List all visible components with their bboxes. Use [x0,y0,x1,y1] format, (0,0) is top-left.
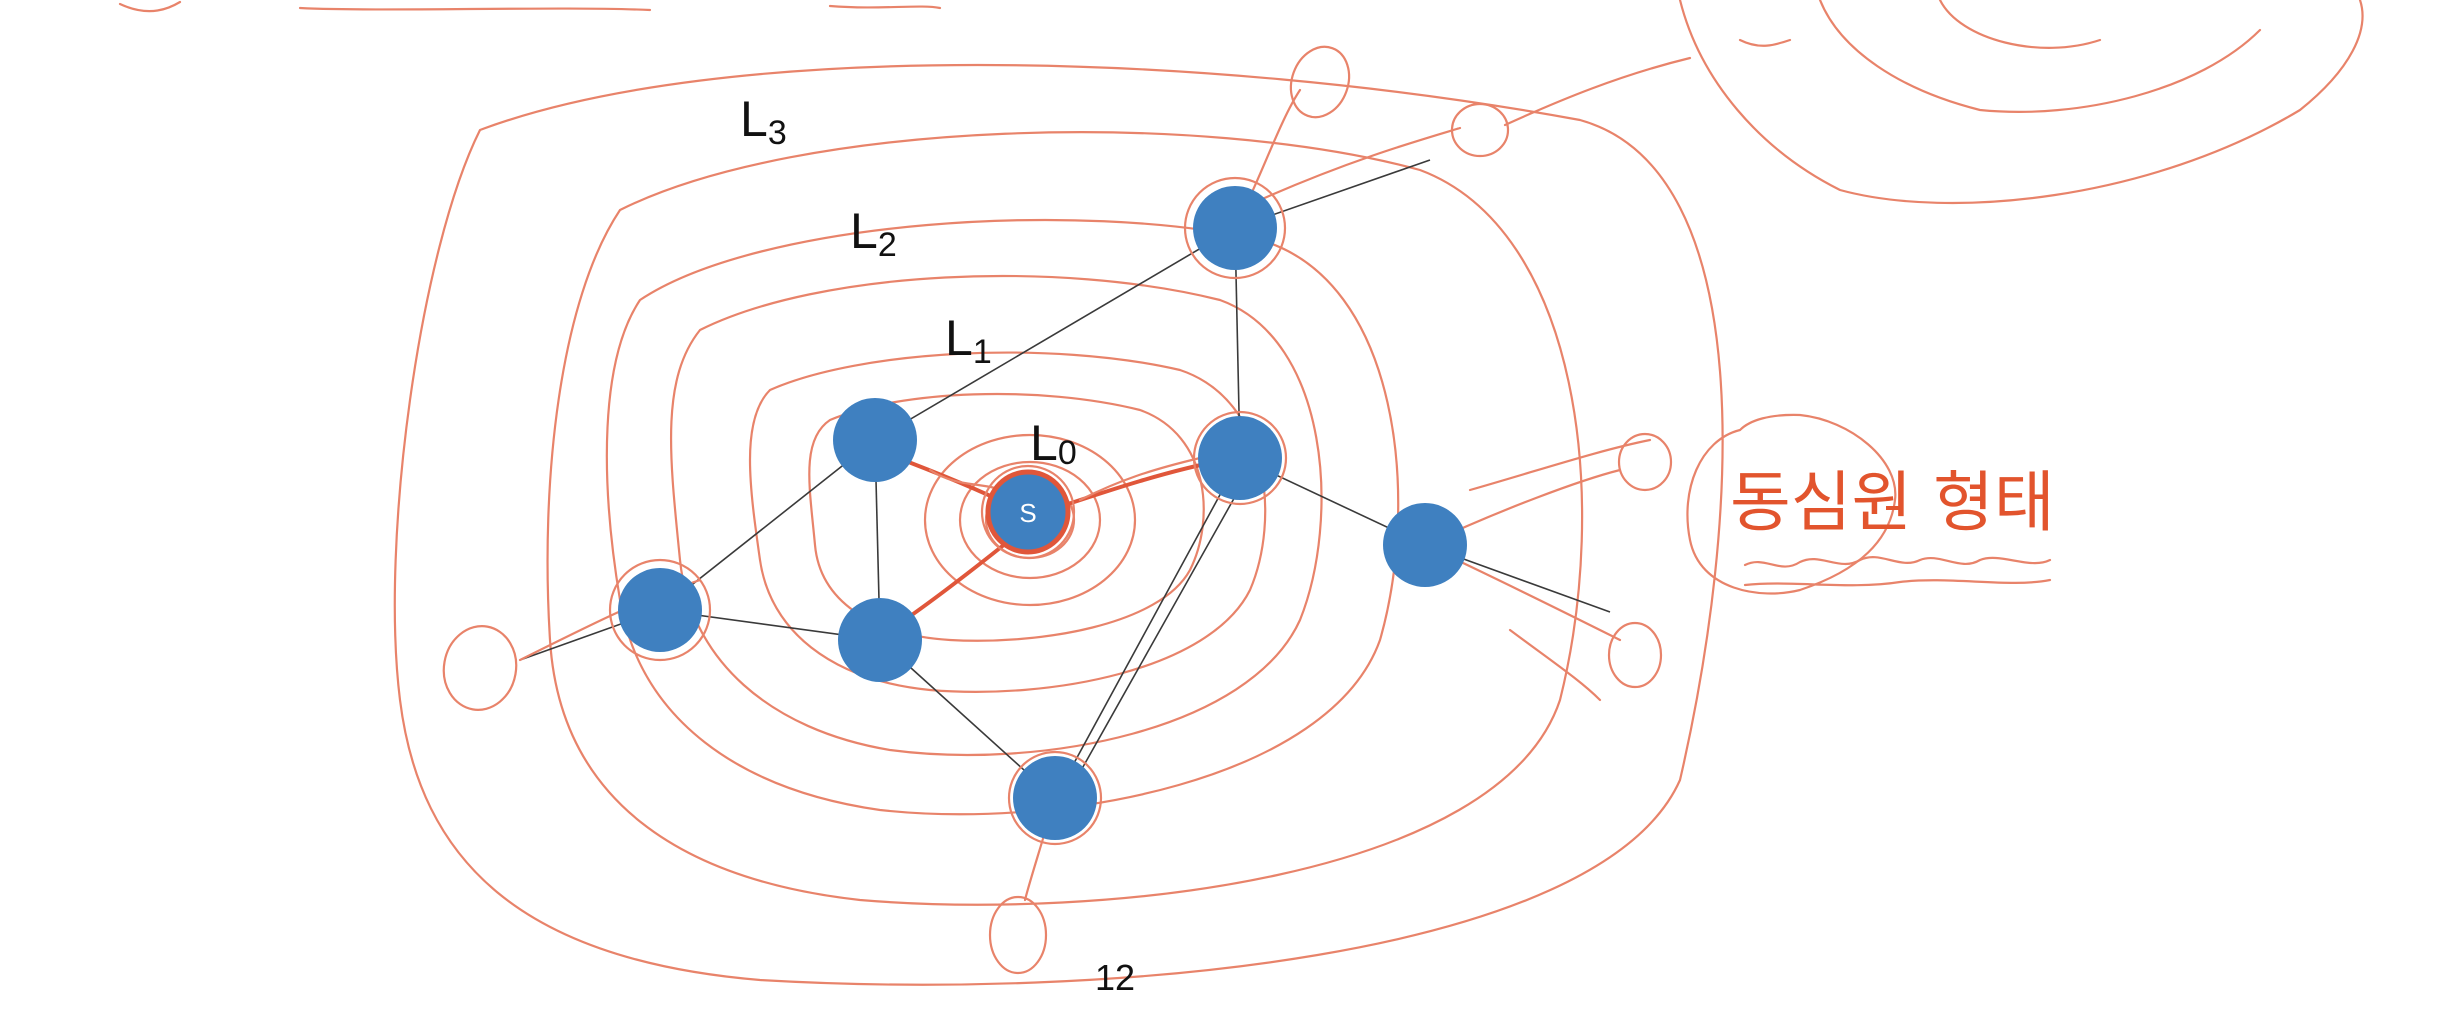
page-number: 12 [1095,957,1135,998]
source-node-label: S [1019,498,1036,528]
node-scribbles [608,176,1288,846]
graph-node-bottom [1013,756,1097,840]
graph-node-far-right [1383,503,1467,587]
contour-l3-inner [546,131,1584,906]
level-contours [393,63,1724,986]
level-label-1: L1 [945,310,992,371]
source-node [985,469,1071,555]
graph-nodes: S [618,186,1467,840]
level-labels: L3 L2 L1 L0 [740,91,1077,472]
graph-node-lower-left [838,598,922,682]
contour-l3 [393,63,1724,986]
contour-l1 [748,351,1267,693]
contour-l0-inner [958,460,1102,580]
contour-l0 [923,433,1137,607]
graph-node-top [1193,186,1277,270]
graph-node-right [1198,416,1282,500]
level-label-0: L0 [1030,415,1077,472]
annotation-group: 동심원 형태 [1686,413,2055,595]
graph-node-left [618,568,702,652]
contour-l1-inner [808,392,1205,642]
contour-l2-inner [669,274,1323,757]
graph-edges [519,159,1611,799]
level-label-3: L3 [740,91,787,152]
annotation-text: 동심원 형태 [1730,464,2055,541]
level-label-2: L2 [850,203,897,264]
graph-node-upper-left [833,398,917,482]
top-scribbles [118,0,2364,205]
